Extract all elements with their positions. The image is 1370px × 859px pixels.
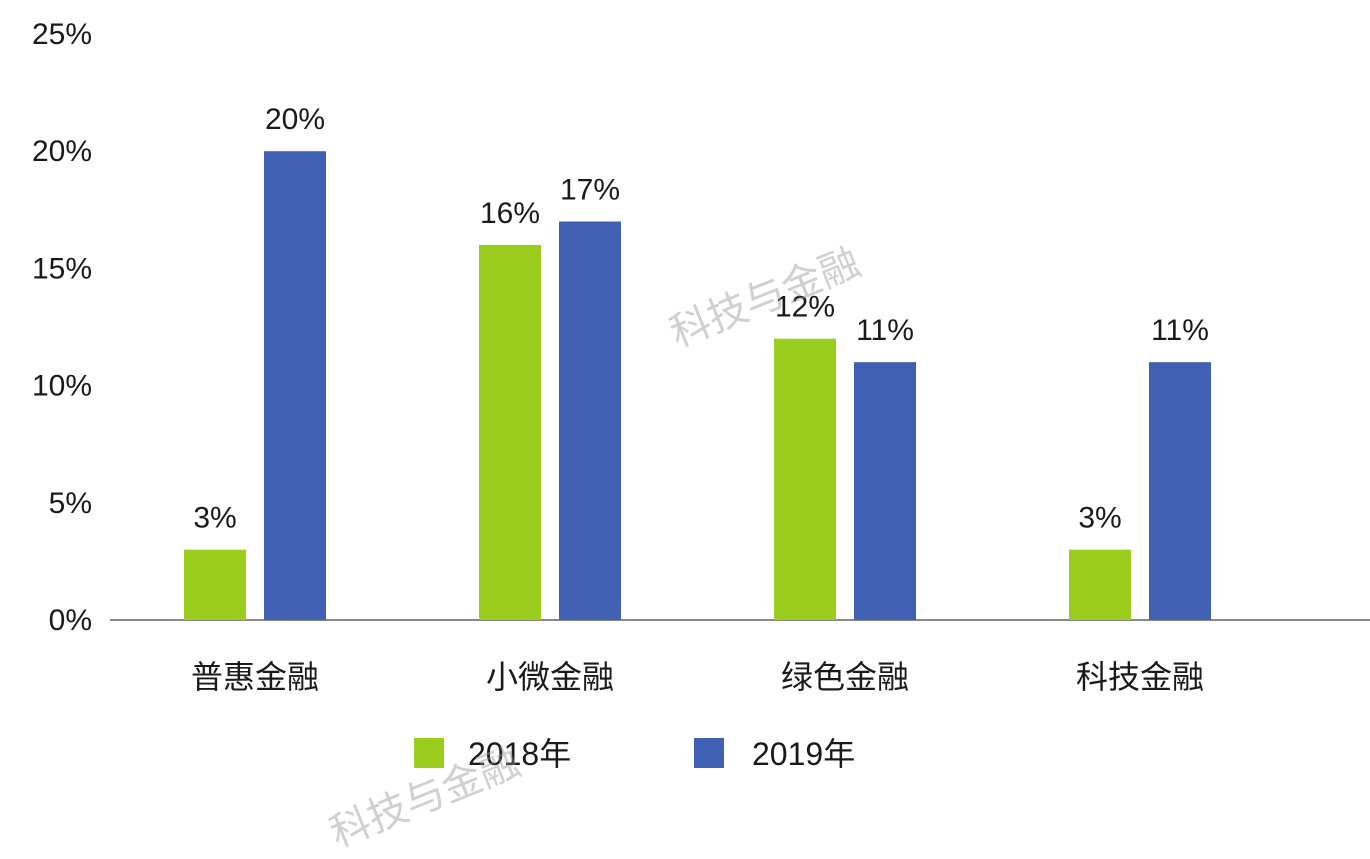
y-tick-label: 15% [32, 252, 92, 285]
data-label: 16% [480, 197, 540, 230]
bar-chart: 0% 5% 10% 15% 20% 25% 3% 20% 普惠金融 16% 17% 小微金融 12% 11… [32, 18, 1370, 772]
y-tick-label: 5% [49, 487, 92, 520]
data-label: 17% [560, 174, 620, 207]
chart: 0% 5% 10% 15% 20% 25% 3% 20% 普惠金融 16% 17% 小微金融 12% 11… [32, 18, 1370, 772]
data-label: 11% [1151, 314, 1209, 347]
x-tick-label: 普惠金融 [191, 659, 319, 695]
y-tick-label: 25% [32, 18, 92, 51]
legend-swatch [414, 738, 444, 768]
x-tick-label: 科技金融 [1076, 659, 1204, 695]
bar-2019 [264, 151, 326, 620]
data-label: 11% [856, 314, 914, 347]
bar-2018 [774, 338, 836, 620]
data-label: 3% [193, 502, 236, 535]
x-tick-label: 小微金融 [486, 659, 614, 695]
bar-2018 [1069, 549, 1131, 620]
y-tick-label: 10% [32, 370, 92, 403]
data-label: 20% [265, 103, 325, 136]
legend-label: 2019年 [752, 736, 855, 772]
y-tick-label: 20% [32, 135, 92, 168]
y-tick-label: 0% [49, 604, 92, 637]
data-label: 3% [1078, 502, 1121, 535]
bar-2019 [854, 362, 916, 620]
legend-label: 2018年 [468, 736, 571, 772]
legend-swatch [694, 738, 724, 768]
data-label: 12% [775, 291, 835, 324]
x-tick-label: 绿色金融 [781, 659, 909, 695]
bar-2018 [479, 244, 541, 620]
bar-2018 [184, 549, 246, 620]
bar-2019 [559, 221, 621, 620]
bar-2019 [1149, 362, 1211, 620]
